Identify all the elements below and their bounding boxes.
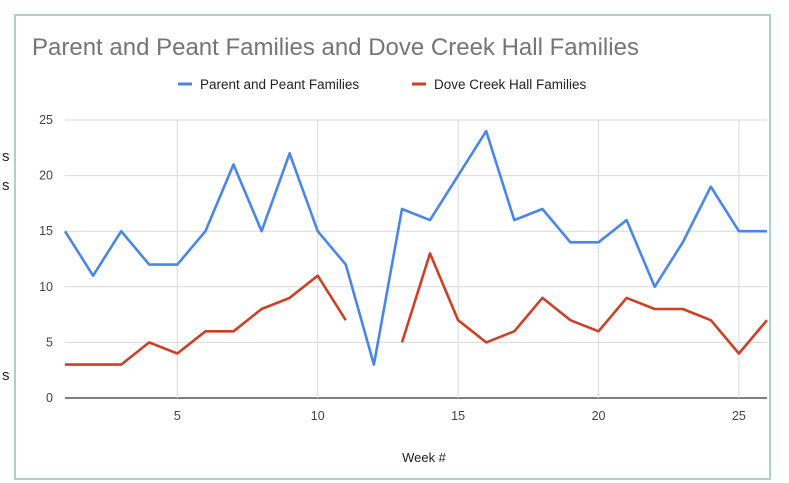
x-tick-label: 25 [732, 409, 746, 423]
y-tick-label: 20 [39, 169, 53, 183]
series-lines [63, 129, 768, 366]
x-axis-title: Week # [402, 450, 447, 465]
clipped-text-fragment: s [2, 367, 10, 384]
chart-title: Parent and Peant Families and Dove Creek… [32, 34, 639, 61]
clipped-text-fragment: s [2, 148, 10, 165]
y-axis-ticks: 0 5 10 15 20 25 [39, 113, 53, 405]
x-tick-label: 5 [174, 409, 181, 423]
legend-label: Dove Creek Hall Families [434, 77, 587, 92]
y-tick-label: 10 [39, 280, 53, 294]
y-tick-label: 0 [46, 391, 53, 405]
x-tick-label: 15 [451, 409, 465, 423]
y-tick-label: 5 [46, 335, 53, 349]
chart-card[interactable]: Parent and Peant Families and Dove Creek… [14, 14, 771, 480]
x-axis-ticks: 5 10 15 20 25 [174, 409, 746, 423]
series-line-2 [400, 252, 768, 355]
y-tick-label: 25 [39, 113, 53, 127]
clipped-text-fragment: s [2, 177, 10, 194]
series-line-1 [63, 129, 767, 366]
legend: Parent and Peant Families Dove Creek Hall… [178, 77, 587, 92]
legend-label: Parent and Peant Families [200, 77, 359, 92]
x-tick-label: 20 [592, 409, 606, 423]
x-tick-label: 10 [311, 409, 325, 423]
series-line-2 [65, 274, 347, 366]
line-chart: 5 10 15 20 25 0 5 10 15 20 25 Parent and Peant Fa… [39, 77, 768, 465]
y-tick-label: 15 [39, 224, 53, 238]
gridlines [65, 119, 767, 399]
